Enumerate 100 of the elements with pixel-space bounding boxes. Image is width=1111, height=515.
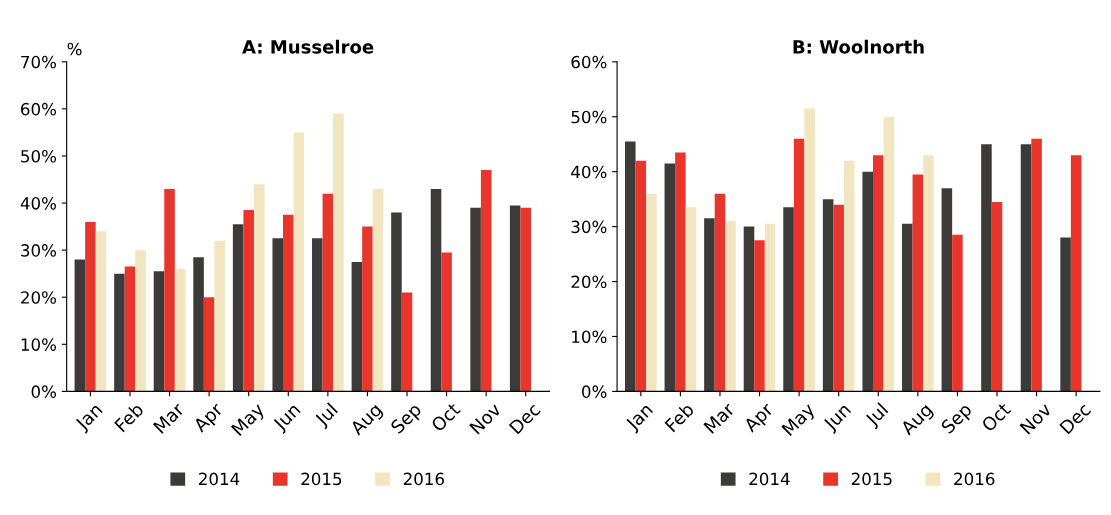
y-tick-label: 0% (31, 385, 57, 398)
bar (822, 199, 834, 392)
bar (322, 193, 334, 392)
bar (253, 184, 265, 392)
bar (783, 207, 794, 392)
bar (164, 188, 175, 392)
bar (509, 205, 521, 392)
legend-label: 2016 (403, 472, 444, 486)
bar (883, 116, 895, 392)
bar (293, 132, 305, 392)
x-tick-label: Feb (664, 401, 695, 433)
bar (232, 224, 244, 392)
bar (95, 231, 107, 392)
bar (1031, 138, 1042, 392)
legend-label: 2015 (851, 472, 892, 486)
bar (714, 193, 726, 392)
bar (401, 292, 413, 392)
y-tick-label: 40% (571, 165, 607, 179)
bar (243, 210, 254, 392)
bar (124, 266, 136, 392)
y-tick-label: 20% (21, 291, 57, 304)
bar (1060, 237, 1071, 392)
x-tick-label: Jul (863, 402, 891, 430)
y-tick-label: 40% (20, 197, 57, 210)
y-tick-label: 0% (582, 385, 607, 398)
y-tick-label: 50% (21, 149, 57, 163)
x-tick-label: Apr (742, 401, 777, 436)
bar (675, 152, 686, 392)
bar (912, 174, 924, 392)
bar (624, 141, 636, 392)
bar (174, 268, 186, 392)
bar (743, 226, 755, 392)
bar (430, 188, 442, 392)
bar (902, 223, 913, 392)
x-tick-label: Dec (508, 402, 541, 435)
x-tick-label: Apr (192, 401, 227, 436)
bar (312, 238, 323, 392)
bar (764, 223, 776, 392)
bar (372, 188, 384, 392)
bar (114, 273, 125, 392)
bar (793, 138, 805, 392)
x-tick-label: Mar (703, 401, 736, 434)
bar (754, 240, 765, 392)
bar (704, 218, 715, 392)
bar (203, 297, 215, 392)
bar (804, 108, 815, 392)
x-tick-label: Jun (271, 402, 304, 434)
y-axis-title: % (67, 42, 82, 56)
y-tick-label: 20% (571, 275, 607, 289)
chart-title: A: Musselroe (242, 39, 374, 54)
y-tick-label: 60% (21, 102, 57, 116)
x-tick-label: Mar (152, 401, 186, 434)
x-tick-label: Oct (430, 401, 462, 433)
y-tick-label: 70% (21, 55, 57, 69)
bar (85, 221, 96, 392)
legend-label: 2016 (954, 472, 995, 486)
y-tick-label: 30% (21, 244, 57, 257)
bar (991, 201, 1003, 392)
bar (214, 240, 225, 392)
bar (872, 155, 884, 392)
bar (981, 144, 992, 392)
bar (441, 252, 452, 392)
bar (480, 170, 492, 392)
legend-label: 2015 (301, 472, 342, 486)
bar (470, 207, 481, 392)
bar (941, 188, 953, 392)
bar (862, 171, 873, 392)
bar (635, 160, 647, 392)
bar (1020, 144, 1032, 392)
chart-title: B: Woolnorth (793, 39, 924, 54)
x-tick-label: Sep (940, 402, 975, 437)
x-tick-label: Feb (113, 401, 145, 433)
y-tick-label: 10% (21, 338, 57, 351)
x-tick-label: Sep (389, 402, 425, 437)
legend-label: 2014 (749, 472, 790, 486)
y-tick-label: 60% (571, 55, 607, 69)
bar (664, 163, 676, 392)
y-tick-label: 30% (571, 220, 607, 234)
bar (833, 204, 844, 392)
bar (351, 261, 363, 392)
bar (391, 212, 402, 392)
bar (646, 193, 657, 392)
bar (272, 238, 283, 392)
bar (135, 250, 146, 392)
x-tick-label: Dec (1059, 402, 1092, 435)
x-tick-label: Jun (822, 402, 854, 434)
x-tick-label: Oct (980, 401, 1012, 433)
bar (1070, 155, 1082, 392)
bar (843, 160, 855, 392)
x-tick-label: Jan (74, 402, 106, 434)
bar (74, 259, 86, 392)
bar (153, 271, 165, 392)
bar (520, 207, 532, 392)
bar (685, 207, 697, 392)
bar (725, 221, 736, 392)
x-tick-label: Jul (313, 402, 341, 430)
y-tick-label: 50% (571, 110, 607, 124)
bar (362, 226, 373, 392)
bar (952, 234, 963, 392)
bar (193, 257, 204, 392)
